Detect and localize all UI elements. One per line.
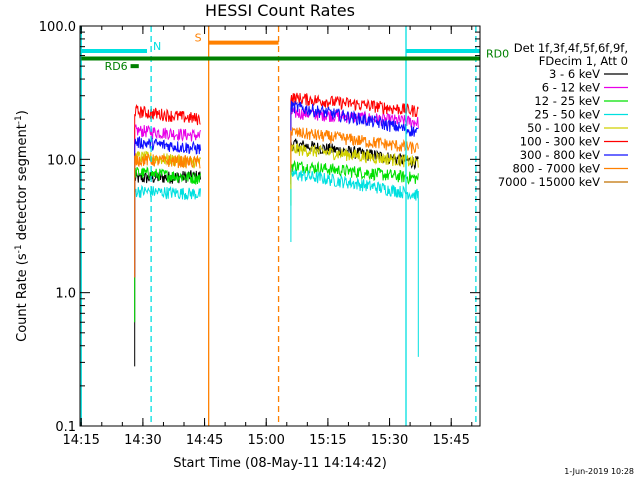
legend-label-8: 800 - 7000 keV xyxy=(512,162,600,176)
series-3 xyxy=(134,159,419,323)
series-7 xyxy=(134,100,419,278)
series-1-segment-2 xyxy=(290,138,419,185)
y-tick-label-3: 10.0 xyxy=(47,153,76,168)
series-5-segment-2 xyxy=(290,143,419,189)
legend: Det 1f,3f,4f,5f,6f,9f, FDecim 1, Att 0 3… xyxy=(498,41,628,189)
series-8-segment-1 xyxy=(134,153,201,278)
timestamp: 1-Jun-2019 10:28 xyxy=(564,467,634,476)
series-2-segment-1 xyxy=(134,124,201,278)
x-tick-label-1: 14:15 xyxy=(62,433,99,448)
series-6 xyxy=(134,92,419,278)
x-tick-label-5: 15:15 xyxy=(309,433,346,448)
flag-label-4: S xyxy=(195,32,202,45)
series-7-segment-1 xyxy=(134,136,201,278)
x-tick-label-3: 14:45 xyxy=(186,433,223,448)
legend-label-9: 7000 - 15000 keV xyxy=(498,175,600,189)
series-6-segment-1 xyxy=(134,103,201,278)
legend-label-7: 300 - 800 keV xyxy=(520,148,600,162)
x-tick-label-7: 15:45 xyxy=(432,433,469,448)
legend-label-2: 6 - 12 keV xyxy=(542,81,600,95)
marker-layer xyxy=(80,26,477,426)
legend-label-6: 100 - 300 keV xyxy=(520,135,600,149)
flag-label-3: RD6 xyxy=(105,60,128,73)
y-axis-label-exp1: -1 xyxy=(14,244,24,253)
y-axis: 0.1 1.0 10.0 100.0 xyxy=(39,20,480,435)
legend-header-2: FDecim 1, Att 0 xyxy=(539,54,628,68)
y-tick-label-2: 1.0 xyxy=(55,287,76,302)
x-tick-label-2: 14:30 xyxy=(124,433,161,448)
y-axis-label-mid: detector segment xyxy=(15,124,30,244)
series-4-segment-2 xyxy=(290,167,419,357)
series-layer xyxy=(134,92,419,367)
legend-label-1: 3 - 6 keV xyxy=(549,67,600,81)
x-axis-label: Start Time (08-May-11 14:14:42) xyxy=(173,456,387,471)
flag-label-1: N xyxy=(153,40,161,53)
x-axis: 14:15 14:30 14:45 15:00 15:15 15:30 15:45 xyxy=(62,26,473,448)
plot-frame xyxy=(79,25,481,427)
legend-label-4: 25 - 50 keV xyxy=(534,108,600,122)
series-6-segment-2 xyxy=(290,92,419,138)
series-3-segment-2 xyxy=(290,159,419,206)
chart-title: HESSI Count Rates xyxy=(205,1,355,20)
series-7-segment-2 xyxy=(290,100,419,147)
legend-label-5: 50 - 100 keV xyxy=(527,121,600,135)
legend-label-3: 12 - 25 keV xyxy=(534,94,600,108)
y-axis-label-exp2: -1 xyxy=(14,115,24,124)
x-tick-label-6: 15:30 xyxy=(371,433,408,448)
y-axis-label: Count Rate (s-1 detector segment-1) xyxy=(14,110,30,342)
series-4-segment-1 xyxy=(134,184,201,278)
y-tick-label-1: 0.1 xyxy=(55,420,76,435)
series-8-segment-2 xyxy=(290,126,419,173)
flag-layer: N RD0 RD6 S xyxy=(81,32,509,73)
legend-header-1: Det 1f,3f,4f,5f,6f,9f, xyxy=(514,41,628,55)
y-tick-label-4: 100.0 xyxy=(39,20,76,35)
x-tick-label-4: 15:00 xyxy=(247,433,284,448)
flag-label-2: RD0 xyxy=(486,48,509,61)
y-axis-label-main: Count Rate (s xyxy=(15,253,30,342)
series-3-segment-1 xyxy=(134,166,201,323)
y-axis-label-close: ) xyxy=(15,110,30,115)
series-4 xyxy=(134,167,419,357)
series-8 xyxy=(134,126,419,278)
